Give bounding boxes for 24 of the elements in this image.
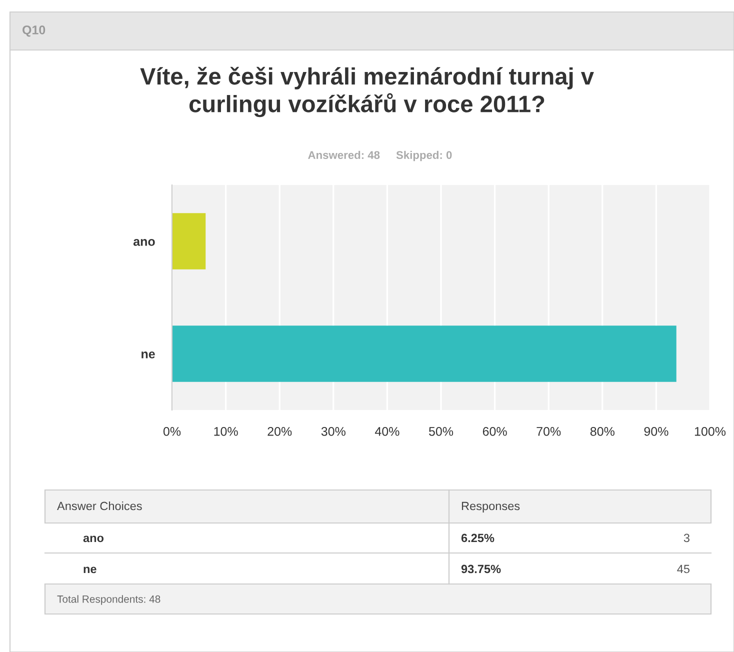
- x-tick-label: 80%: [590, 426, 614, 436]
- text: Answered: 48: [308, 150, 380, 159]
- text: 3: [684, 534, 690, 542]
- x-tick-label: 30%: [321, 426, 346, 436]
- category-label: ne: [84, 566, 96, 574]
- chart-title: Víte, že češi vyhráli mezinárodní turnaj v curlingu vozíčkářů v roce 2011?: [140, 66, 594, 118]
- category-label: ano: [83, 536, 104, 542]
- text: 6.25%: [461, 534, 494, 542]
- text: Responses: [462, 502, 520, 513]
- x-tick-label: 20%: [268, 426, 292, 436]
- text: Skipped: 0: [396, 150, 452, 162]
- x-tick-label: 0%: [163, 426, 181, 436]
- text: Total Respondents: 48: [57, 595, 160, 605]
- x-tick-label: 10%: [214, 426, 238, 436]
- text: 45: [677, 564, 690, 574]
- x-tick-label: 70%: [536, 426, 561, 436]
- x-tick-label: 100%: [694, 426, 726, 436]
- text: 93.75%: [461, 564, 501, 574]
- x-tick-label: 50%: [428, 426, 454, 436]
- x-tick-label: 40%: [374, 426, 400, 436]
- x-tick-label: 60%: [482, 426, 507, 436]
- x-tick-label: 90%: [644, 426, 668, 436]
- text: Answer Choices: [57, 501, 142, 510]
- text: Q10: [22, 26, 46, 37]
